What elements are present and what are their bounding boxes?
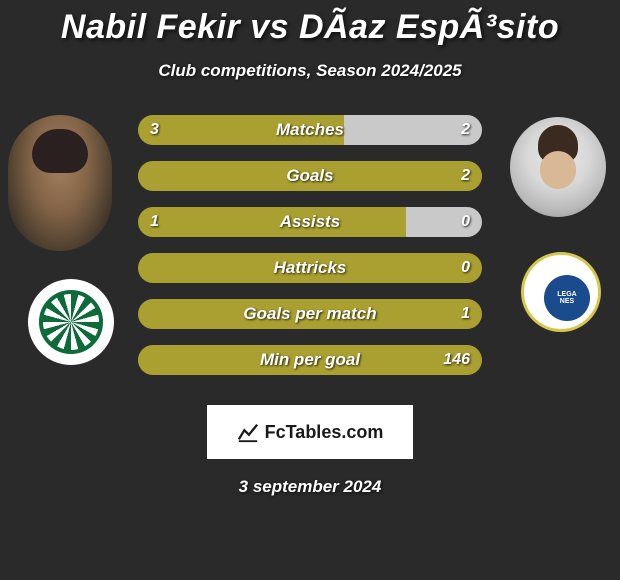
stat-row: Goals per match1 [138,299,482,329]
stat-label: Goals per match [138,299,482,329]
stat-value-left: 1 [150,207,159,237]
stat-value-left: 3 [150,115,159,145]
stat-value-right: 0 [461,253,470,283]
stat-label: Hattricks [138,253,482,283]
stat-row: Assists1 0 [138,207,482,237]
page-title: Nabil Fekir vs DÃ­az EspÃ³sito [0,0,620,47]
club-left-badge [28,279,114,365]
stats-area: LEGANES Matches32Goals2Assists10Hattrick… [0,115,620,395]
fctables-logo-icon [237,421,259,443]
club-right-crest-ring: LEGANES [521,252,601,332]
infographic-container: Nabil Fekir vs DÃ­az EspÃ³sito Club comp… [0,0,620,580]
stat-row: Goals2 [138,161,482,191]
stat-label: Goals [138,161,482,191]
player-right-photo [510,117,606,217]
stat-value-right: 2 [461,115,470,145]
club-left-crest-icon [39,290,103,354]
source-attribution: FcTables.com [207,405,413,459]
source-label: FcTables.com [265,422,384,443]
date-line: 3 september 2024 [0,477,620,497]
stat-row: Min per goal146 [138,345,482,375]
club-right-badge: LEGANES [518,249,604,335]
stat-label: Matches [138,115,482,145]
player-left-photo [8,115,112,251]
stat-row: Matches3 2 [138,115,482,145]
stat-value-right: 146 [443,345,470,375]
subtitle: Club competitions, Season 2024/2025 [0,61,620,81]
stat-value-right: 0 [461,207,470,237]
stat-label: Min per goal [138,345,482,375]
stat-value-right: 2 [461,161,470,191]
club-right-crest-icon: LEGANES [544,275,590,321]
stat-label: Assists [138,207,482,237]
comparison-bars: Matches32Goals2Assists10Hattricks0Goals … [138,115,482,391]
stat-value-right: 1 [461,299,470,329]
stat-row: Hattricks0 [138,253,482,283]
